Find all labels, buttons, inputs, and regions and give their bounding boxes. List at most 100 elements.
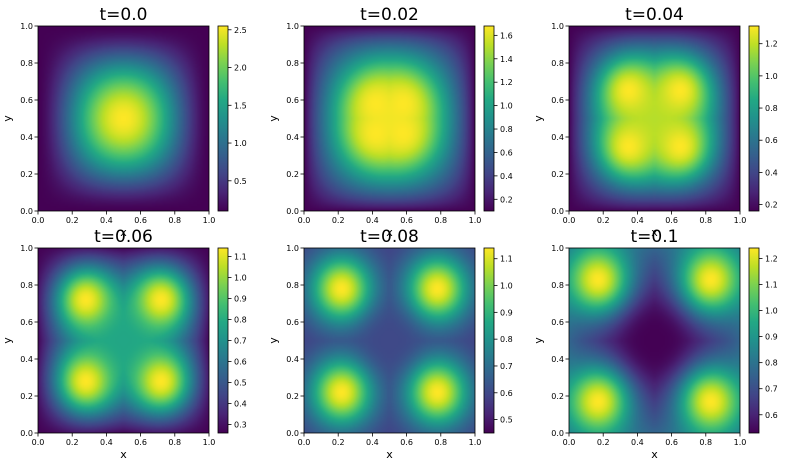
colorbar-tick-label: 0.3: [234, 421, 247, 430]
subplot-3: t=0.04 0.0 0.2 0.4 0.6 0.8 1.0 0.0 0.2 0.4 0.6 0.8 1…: [532, 5, 778, 239]
heatmap-image: [569, 26, 740, 211]
y-tick-label: 0.2: [286, 392, 299, 401]
x-tick-label: 0.4: [100, 216, 113, 225]
colorbar-tick-label: 1.2: [500, 78, 513, 87]
colorbar: [483, 247, 495, 434]
colorbar-tick-label: 1.4: [500, 55, 513, 64]
subplot-title: t=0.04: [625, 5, 684, 25]
x-axis-label: x: [386, 226, 393, 239]
colorbar: [483, 25, 495, 212]
colorbar-tick-label: 0.7: [234, 337, 247, 346]
colorbar-tick-label: 0.8: [234, 315, 247, 324]
x-tick-label: 0.2: [66, 216, 79, 225]
y-tick-label: 0.4: [286, 355, 299, 364]
y-tick-label: 0.8: [286, 59, 299, 68]
colorbar-tick-label: 0.2: [765, 201, 778, 210]
y-tick-label: 0.2: [20, 170, 33, 179]
x-axis-label: x: [651, 448, 658, 458]
x-tick-label: 0.2: [597, 438, 610, 447]
plot-frame: [37, 25, 210, 212]
subplot-title: t=0.02: [360, 5, 419, 25]
colorbar-tick-label: 1.0: [765, 307, 778, 316]
x-tick-label: 0.2: [332, 438, 345, 447]
y-tick-label: 0.6: [286, 318, 299, 327]
x-tick-label: 0.8: [699, 438, 712, 447]
y-tick-label: 0.4: [20, 355, 33, 364]
colorbar-tick-label: 1.0: [765, 72, 778, 81]
y-tick-label: 0.4: [286, 133, 299, 142]
subplot-title: t=0.0: [100, 5, 148, 25]
y-axis-label: y: [267, 337, 280, 344]
colorbar-tick-label: 0.4: [500, 172, 513, 181]
colorbar-tick-label: 2.0: [234, 64, 247, 73]
y-tick-label: 0.0: [20, 207, 33, 216]
colorbar-tick-label: 0.6: [234, 358, 247, 367]
colorbar-tick-label: 1.1: [234, 252, 247, 261]
x-tick-label: 0.4: [100, 438, 113, 447]
colorbar-tick-label: 0.5: [500, 416, 513, 425]
subplot-6: t=0.1 0.0 0.2 0.4 0.6 0.8 1.0 0.0 0.2 0.4 0.6 0.8 1.…: [532, 227, 778, 461]
colorbar-tick-label: 0.8: [765, 104, 778, 113]
x-tick-label: 0.4: [366, 438, 379, 447]
subplot-title: t=0.1: [631, 227, 679, 247]
x-tick-label: 0.0: [563, 438, 576, 447]
y-axis-label: y: [1, 337, 14, 344]
x-tick-label: 0.8: [434, 216, 447, 225]
x-tick-label: 0.0: [32, 438, 45, 447]
colorbar-tick-label: 1.1: [500, 255, 513, 264]
x-tick-label: 0.4: [366, 216, 379, 225]
colorbar-tick-label: 2.5: [234, 26, 247, 35]
colorbar: [217, 25, 229, 212]
colorbar-tick-label: 0.9: [500, 308, 513, 317]
plot-frame: [37, 247, 210, 434]
x-tick-label: 0.0: [563, 216, 576, 225]
colorbar-tick-label: 1.2: [765, 254, 778, 263]
subplot-2: t=0.02 0.0 0.2 0.4 0.6 0.8 1.0 0.0 0.2 0.4 0.6 0.8 1…: [267, 5, 513, 239]
colorbar: [748, 25, 760, 212]
y-tick-label: 0.8: [20, 59, 33, 68]
x-tick-label: 0.8: [699, 216, 712, 225]
x-tick-label: 1.0: [203, 438, 216, 447]
subplot-1: t=0.0 0.0 0.2 0.4 0.6 0.8 1.0 0.0 0.2 0.4 0.6 0.8 1.…: [1, 5, 247, 239]
x-tick-label: 0.0: [32, 216, 45, 225]
x-tick-label: 0.4: [631, 438, 644, 447]
y-tick-label: 0.2: [551, 392, 564, 401]
colorbar-tick-label: 0.7: [500, 362, 513, 371]
colorbar-tick-label: 0.9: [765, 333, 778, 342]
colorbar-tick-label: 0.5: [234, 379, 247, 388]
colorbar: [748, 247, 760, 434]
x-tick-label: 0.4: [631, 216, 644, 225]
colorbar-tick-label: 0.2: [500, 195, 513, 204]
y-tick-label: 0.2: [20, 392, 33, 401]
y-axis-label: y: [532, 115, 545, 122]
y-tick-label: 1.0: [551, 244, 564, 253]
y-tick-label: 0.4: [20, 133, 33, 142]
y-tick-label: 1.0: [286, 244, 299, 253]
x-tick-label: 0.6: [400, 216, 413, 225]
x-tick-label: 1.0: [203, 216, 216, 225]
y-tick-label: 0.2: [286, 170, 299, 179]
colorbar-tick-label: 0.8: [500, 125, 513, 134]
y-tick-label: 0.8: [551, 59, 564, 68]
colorbar-tick-label: 1.0: [234, 139, 247, 148]
x-tick-label: 1.0: [469, 438, 482, 447]
y-tick-label: 0.4: [551, 133, 564, 142]
y-axis-label: y: [532, 337, 545, 344]
colorbar-tick-label: 0.8: [765, 359, 778, 368]
colorbar-tick-label: 0.6: [765, 136, 778, 145]
y-tick-label: 1.0: [286, 22, 299, 31]
x-tick-label: 1.0: [469, 216, 482, 225]
colorbar-tick-label: 0.4: [765, 168, 778, 177]
subplot-4: t=0.06 0.0 0.2 0.4 0.6 0.8 1.0 0.0 0.2 0.4 0.6 0.8 1…: [1, 227, 247, 461]
y-tick-label: 0.6: [20, 96, 33, 105]
x-axis-label: x: [120, 226, 127, 239]
colorbar-tick-label: 1.1: [765, 280, 778, 289]
plot-frame: [568, 247, 741, 434]
colorbar-tick-label: 0.8: [500, 335, 513, 344]
x-tick-label: 0.6: [665, 216, 678, 225]
x-tick-label: 0.6: [400, 438, 413, 447]
y-tick-label: 0.4: [551, 355, 564, 364]
colorbar-tick-label: 0.6: [500, 389, 513, 398]
plot-frame: [568, 25, 741, 212]
